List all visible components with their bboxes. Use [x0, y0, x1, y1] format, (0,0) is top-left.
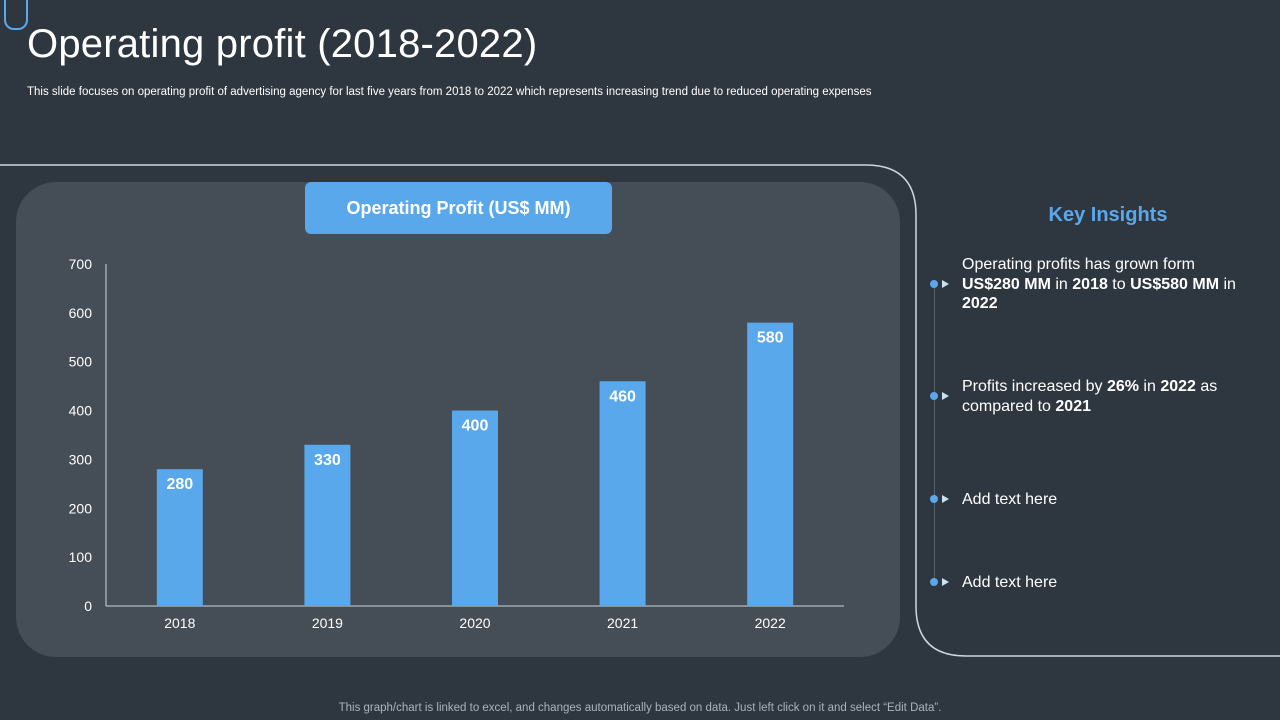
bar-2018	[156, 469, 203, 606]
data-label-2020: 400	[462, 418, 489, 435]
y-tick-label: 200	[69, 500, 93, 516]
y-tick-label: 500	[69, 354, 93, 370]
arrow-right-icon	[942, 391, 949, 400]
arrow-right-icon	[942, 279, 949, 288]
page-subtitle: This slide focuses on operating profit o…	[27, 86, 872, 98]
insight-highlight: 2021	[1055, 397, 1091, 415]
y-tick-label: 100	[69, 549, 93, 565]
insight-text: Operating profits has grown form	[962, 256, 1195, 273]
y-tick-label: 300	[69, 451, 93, 467]
insight-text: in	[1138, 378, 1161, 395]
insight-item: Profits increased by 26% in 2022 as comp…	[962, 377, 1252, 416]
insight-text: to	[1107, 275, 1131, 293]
data-label-2019: 330	[314, 452, 341, 469]
data-label-2022: 580	[757, 330, 784, 347]
footer-note: This graph/chart is linked to excel, and…	[338, 702, 942, 714]
insight-highlight: 2022	[962, 295, 998, 312]
insight-text: Add text here	[962, 574, 1058, 591]
bar-2021	[599, 381, 646, 606]
insight-highlight: US$280 MM	[962, 275, 1051, 293]
page-title: Operating profit (2018-2022)	[27, 22, 538, 66]
bar-2022	[747, 322, 794, 606]
insights-title: Key Insights	[1048, 204, 1168, 226]
insight-bullet-icon	[930, 280, 938, 288]
insight-bullet-icon	[930, 495, 938, 503]
arrow-right-icon	[942, 494, 949, 503]
insight-item: Operating profits has grown form US$280 …	[962, 255, 1252, 314]
insight-highlight: 26%	[1106, 378, 1139, 395]
insight-bullet-icon	[930, 578, 938, 586]
x-tick-label-2019: 2019	[312, 615, 343, 631]
insight-text: Profits increased by	[962, 378, 1107, 395]
insight-highlight: 2022	[1160, 378, 1196, 395]
corner-decoration	[4, 0, 28, 30]
arrow-right-icon	[942, 577, 949, 586]
insight-highlight: 2018	[1072, 275, 1108, 293]
y-tick-label: 400	[69, 403, 93, 419]
y-tick-label: 700	[69, 256, 93, 272]
timeline-line	[934, 284, 935, 582]
data-label-2021: 460	[609, 388, 636, 405]
x-tick-label-2021: 2021	[607, 615, 638, 631]
insight-item: Add text here	[962, 490, 1252, 510]
insight-item: Add text here	[962, 573, 1252, 593]
bar-2020	[452, 410, 498, 606]
x-tick-label-2018: 2018	[164, 615, 195, 631]
insight-text: as compared to	[962, 378, 1218, 415]
insight-text: in	[1050, 275, 1073, 293]
chart-title: Operating Profit (US$ MM)	[305, 182, 612, 234]
y-tick-label: 0	[84, 598, 92, 614]
x-tick-label-2022: 2022	[755, 615, 786, 631]
x-tick-label-2020: 2020	[459, 615, 490, 631]
insight-bullet-icon	[930, 392, 938, 400]
bar-2019	[304, 444, 351, 606]
insight-highlight: US$580 MM	[1130, 275, 1220, 293]
data-label-2018: 280	[166, 476, 193, 493]
y-tick-label: 600	[69, 305, 93, 321]
insight-text: Add text here	[962, 491, 1058, 508]
insight-text: in	[1219, 275, 1236, 293]
